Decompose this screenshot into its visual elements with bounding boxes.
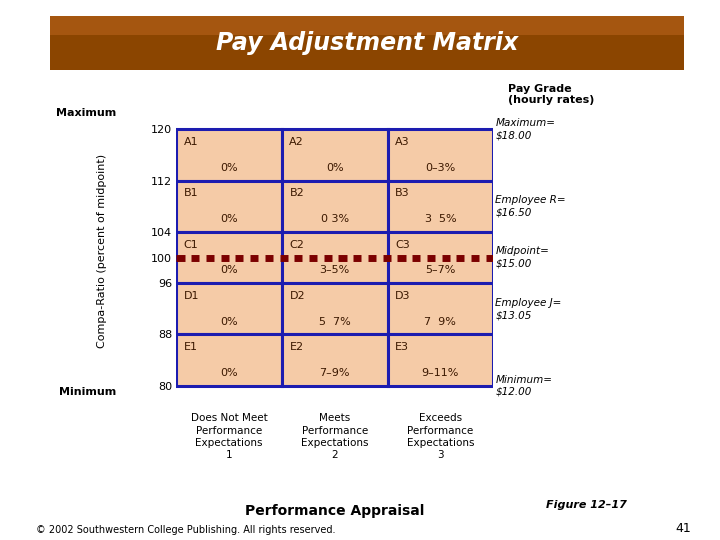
Text: Maximum: Maximum <box>56 108 116 118</box>
Bar <box>176 180 282 232</box>
Bar <box>387 180 493 232</box>
Text: Employee J=
$13.05: Employee J= $13.05 <box>495 298 562 320</box>
Text: 0%: 0% <box>220 163 238 173</box>
Text: Pay Grade
(hourly rates): Pay Grade (hourly rates) <box>508 84 594 105</box>
Text: 0 3%: 0 3% <box>320 214 349 224</box>
Bar <box>50 16 684 35</box>
Text: E1: E1 <box>184 342 198 352</box>
Text: B2: B2 <box>289 188 304 198</box>
Text: Exceeds
Performance
Expectations
3: Exceeds Performance Expectations 3 <box>407 413 474 460</box>
Bar <box>282 232 387 283</box>
Text: B1: B1 <box>184 188 199 198</box>
Text: D1: D1 <box>184 291 199 301</box>
Bar <box>282 283 387 334</box>
Text: 0%: 0% <box>326 163 343 173</box>
Text: A1: A1 <box>184 137 199 147</box>
Text: 5  7%: 5 7% <box>319 316 351 327</box>
Bar <box>176 283 282 334</box>
Text: C3: C3 <box>395 240 410 249</box>
Bar <box>387 232 493 283</box>
Text: Employee R=
$16.50: Employee R= $16.50 <box>495 195 566 218</box>
Text: 0–3%: 0–3% <box>426 163 456 173</box>
Text: Does Not Meet
Performance
Expectations
1: Does Not Meet Performance Expectations 1 <box>191 413 268 460</box>
Bar <box>176 129 282 180</box>
Y-axis label: Compa-Ratio (percent of midpoint): Compa-Ratio (percent of midpoint) <box>96 154 107 348</box>
Bar <box>282 129 387 180</box>
Text: Performance Appraisal: Performance Appraisal <box>245 504 425 518</box>
Text: 9–11%: 9–11% <box>422 368 459 378</box>
Text: 0%: 0% <box>220 368 238 378</box>
Bar <box>282 334 387 386</box>
Text: 0%: 0% <box>220 214 238 224</box>
Text: Meets
Performance
Expectations
2: Meets Performance Expectations 2 <box>301 413 369 460</box>
Text: B3: B3 <box>395 188 410 198</box>
Bar <box>282 180 387 232</box>
Text: Midpoint=
$15.00: Midpoint= $15.00 <box>495 246 549 269</box>
Text: 0%: 0% <box>220 265 238 275</box>
Text: A2: A2 <box>289 137 304 147</box>
Bar <box>176 334 282 386</box>
Text: C1: C1 <box>184 240 199 249</box>
Bar <box>387 283 493 334</box>
Text: 5–7%: 5–7% <box>426 265 456 275</box>
Text: © 2002 Southwestern College Publishing. All rights reserved.: © 2002 Southwestern College Publishing. … <box>36 524 336 535</box>
Text: Minimum: Minimum <box>59 387 116 397</box>
Text: Maximum=
$18.00: Maximum= $18.00 <box>495 118 555 140</box>
Text: C2: C2 <box>289 240 305 249</box>
Bar <box>176 232 282 283</box>
Text: E2: E2 <box>289 342 304 352</box>
Text: Minimum=
$12.00: Minimum= $12.00 <box>495 375 552 397</box>
Text: D3: D3 <box>395 291 410 301</box>
Text: E3: E3 <box>395 342 409 352</box>
Text: 3  5%: 3 5% <box>425 214 456 224</box>
Text: 7–9%: 7–9% <box>320 368 350 378</box>
Text: 7  9%: 7 9% <box>425 316 456 327</box>
Text: A3: A3 <box>395 137 410 147</box>
Text: Figure 12–17: Figure 12–17 <box>546 500 626 510</box>
Bar <box>387 334 493 386</box>
Text: 0%: 0% <box>220 316 238 327</box>
Text: D2: D2 <box>289 291 305 301</box>
Text: Pay Adjustment Matrix: Pay Adjustment Matrix <box>216 31 518 55</box>
Text: 41: 41 <box>675 522 691 535</box>
Text: 3–5%: 3–5% <box>320 265 350 275</box>
Bar <box>387 129 493 180</box>
